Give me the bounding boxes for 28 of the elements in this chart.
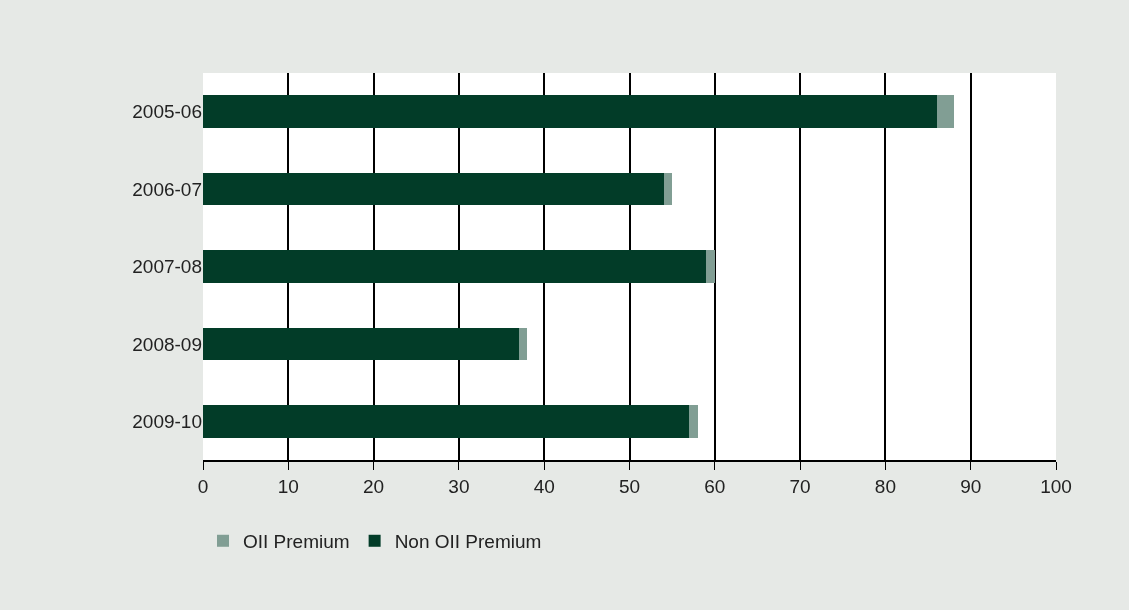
y-tick-label: 2007-08 — [132, 256, 202, 278]
bar — [203, 405, 690, 438]
bar — [689, 405, 698, 438]
x-tick-label: 90 — [960, 475, 982, 497]
bar — [663, 172, 673, 206]
y-tick-label: 2009-10 — [132, 410, 202, 432]
y-tick-label: 2005-06 — [132, 101, 202, 123]
x-tick-label: 70 — [789, 475, 811, 497]
y-tick-label: 2006-07 — [132, 178, 202, 200]
bar — [518, 327, 528, 361]
x-tick-label: 50 — [618, 475, 641, 497]
bar — [203, 327, 519, 361]
x-tick-label: 30 — [448, 475, 470, 497]
legend-label: Non OII Premium — [394, 531, 542, 553]
x-tick-label: 60 — [704, 475, 726, 497]
bar — [203, 172, 664, 206]
bar — [203, 250, 707, 283]
x-tick-label: 80 — [874, 475, 896, 497]
bar — [936, 95, 954, 128]
x-tick-label: 40 — [533, 475, 555, 497]
bar — [203, 95, 937, 128]
bar — [706, 250, 715, 283]
x-tick-label: 20 — [363, 475, 385, 497]
legend-label: OII Premium — [243, 531, 350, 553]
x-tick-label: 0 — [197, 475, 209, 497]
y-tick-label: 2008-09 — [132, 333, 202, 355]
x-tick-label: 100 — [1040, 475, 1072, 497]
x-tick-label: 10 — [277, 475, 299, 497]
